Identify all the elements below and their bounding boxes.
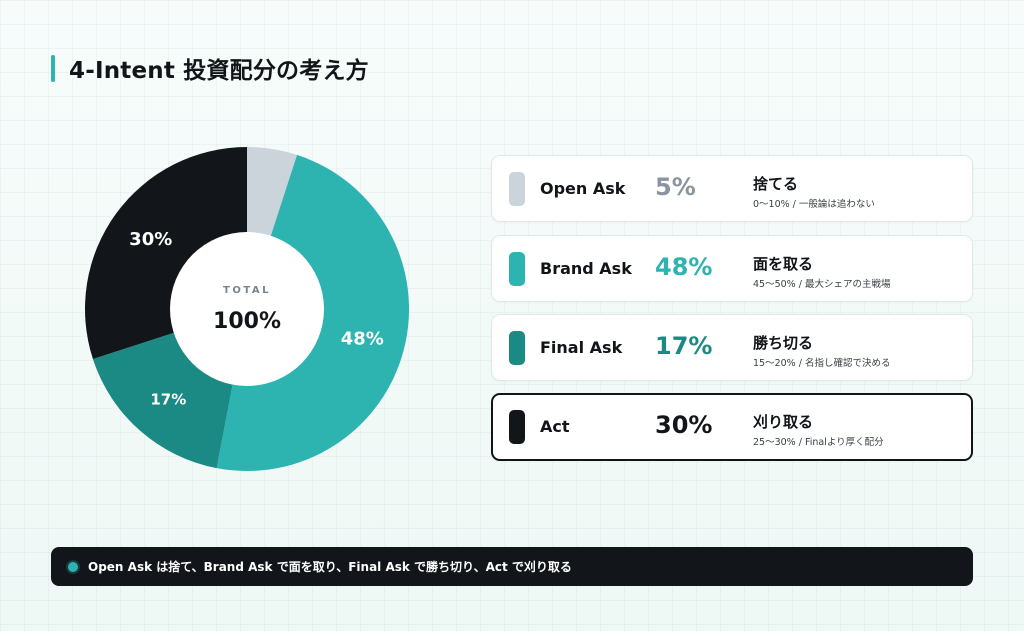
donut-slice-label: 17% (150, 390, 186, 408)
intent-card-final-ask: Final Ask 17% 勝ち切る 15〜20% / 名指し確認で決める (491, 314, 973, 381)
donut-slice-labels: 48% 17% 30% (129, 229, 384, 408)
intent-name: Open Ask (540, 179, 626, 198)
intent-card-open-ask: Open Ask 5% 捨てる 0〜10% / 一般論は追わない (491, 155, 973, 222)
intent-range: 25〜30% / Finalより厚く配分 (753, 437, 884, 448)
summary-bar: Open Ask は捨て、Brand Ask で面を取り、Final Ask で… (51, 547, 973, 586)
donut-center-label: TOTAL (223, 285, 271, 296)
page-title: 4-Intent 投資配分の考え方 (69, 58, 369, 84)
title-accent-bar (51, 54, 55, 82)
intent-percent: 30% (655, 411, 713, 439)
swatch-open-ask (509, 172, 525, 206)
intent-percent: 5% (655, 173, 696, 201)
swatch-final-ask (509, 331, 525, 365)
intent-percent: 48% (655, 253, 713, 281)
donut-center-value: 100% (213, 309, 281, 334)
donut-center (170, 232, 324, 386)
swatch-act (509, 410, 525, 444)
intent-card-brand-ask: Brand Ask 48% 面を取る 45〜50% / 最大シェアの主戦場 (491, 235, 973, 302)
intent-card-act: Act 30% 刈り取る 25〜30% / Finalより厚く配分 (491, 393, 973, 461)
intent-action: 刈り取る (753, 413, 814, 431)
swatch-brand-ask (509, 252, 525, 286)
intent-range: 0〜10% / 一般論は追わない (753, 199, 875, 210)
summary-dot-icon (68, 561, 78, 572)
donut-slice-label: 48% (341, 329, 384, 350)
intent-range: 15〜20% / 名指し確認で決める (753, 358, 891, 369)
donut-slice-label: 30% (129, 229, 172, 250)
page-title-group: 4-Intent 投資配分の考え方 (51, 52, 369, 84)
intent-action: 面を取る (753, 255, 814, 273)
intent-action: 捨てる (753, 175, 799, 193)
intent-action: 勝ち切る (753, 334, 814, 352)
intent-name: Brand Ask (540, 259, 632, 278)
summary-text: Open Ask は捨て、Brand Ask で面を取り、Final Ask で… (88, 560, 572, 574)
intent-percent: 17% (655, 332, 713, 360)
intent-name: Final Ask (540, 338, 623, 357)
intent-name: Act (540, 417, 570, 436)
donut-chart: TOTAL 100% 48% 17% 30% (84, 147, 410, 472)
intent-range: 45〜50% / 最大シェアの主戦場 (753, 279, 891, 290)
